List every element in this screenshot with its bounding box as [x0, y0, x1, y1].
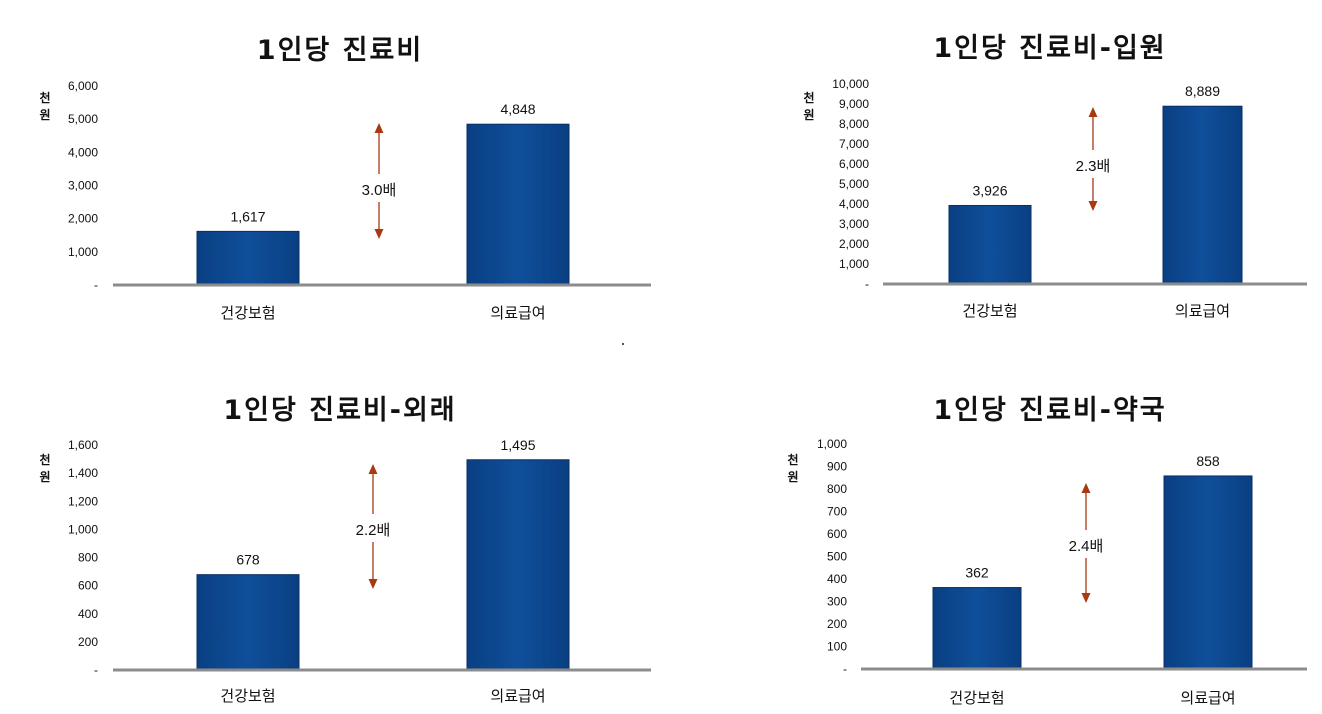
ratio-arrow-down-head — [1088, 201, 1098, 211]
y-tick-label: 6,000 — [68, 79, 98, 93]
y-tick-label: 100 — [827, 640, 847, 654]
y-tick-label: 8,000 — [839, 117, 869, 131]
ratio-label: 2.3배 — [1076, 158, 1111, 175]
y-tick-label: 800 — [78, 551, 98, 565]
category-label: 의료급여 — [490, 687, 545, 705]
bar-health-insurance — [196, 574, 300, 671]
y-tick-label: 10,000 — [832, 77, 869, 91]
data-label: 858 — [1196, 453, 1220, 469]
bar-medical-aid — [466, 459, 570, 671]
y-tick-label: 6,000 — [839, 157, 869, 171]
category-label: 의료급여 — [1175, 302, 1230, 320]
y-tick-label: 4,000 — [68, 145, 98, 159]
bar-medical-aid — [466, 123, 570, 286]
y-tick-label: 300 — [827, 595, 847, 609]
ratio-label: 2.2배 — [356, 522, 391, 539]
ratio-arrow-up-head — [1088, 107, 1098, 117]
y-tick-label: 900 — [827, 460, 847, 474]
ratio-arrow-up-head — [1081, 483, 1091, 493]
chart-4-title: 1인당 진료비-약국 — [933, 395, 1167, 426]
ratio-arrow-down-head — [368, 579, 378, 589]
y-tick-label: 200 — [78, 635, 98, 649]
y-tick-label: - — [843, 662, 847, 676]
y-tick-label: 600 — [827, 527, 847, 541]
y-tick-label: 1,000 — [839, 257, 869, 271]
ratio-label: 3.0배 — [362, 182, 397, 199]
y-tick-label: 5,000 — [839, 177, 869, 191]
ratio-arrow-down-head — [1081, 593, 1091, 603]
y-tick-label: 1,600 — [68, 438, 98, 452]
y-tick-label: 400 — [827, 572, 847, 586]
ratio-arrow-down-head — [374, 229, 384, 239]
category-label: 건강보험 — [962, 302, 1017, 320]
y-tick-label: 1,200 — [68, 494, 98, 508]
data-label: 678 — [236, 552, 260, 568]
category-label: 의료급여 — [1180, 689, 1235, 707]
stray-dot — [622, 343, 624, 345]
ratio-label: 2.4배 — [1069, 538, 1104, 555]
chart-1-title: 1인당 진료비 — [256, 35, 424, 66]
data-label: 8,889 — [1185, 83, 1220, 99]
y-tick-label: 700 — [827, 505, 847, 519]
y-tick-label: 9,000 — [839, 97, 869, 111]
category-label: 의료급여 — [490, 304, 545, 322]
y-tick-label: - — [865, 277, 869, 291]
y-tick-label: 500 — [827, 550, 847, 564]
y-tick-label: - — [94, 278, 98, 292]
data-label: 1,617 — [230, 208, 265, 224]
y-tick-label: 600 — [78, 579, 98, 593]
y-tick-label: 200 — [827, 617, 847, 631]
y-tick-label: 3,000 — [839, 217, 869, 231]
y-tick-label: 400 — [78, 607, 98, 621]
y-tick-label: 1,000 — [817, 437, 847, 451]
bar-medical-aid — [1163, 475, 1253, 670]
bar-health-insurance — [932, 587, 1022, 670]
y-tick-label: 1,000 — [68, 245, 98, 259]
y-tick-label: 1,400 — [68, 466, 98, 480]
data-label: 362 — [965, 565, 989, 581]
y-tick-label: 4,000 — [839, 197, 869, 211]
data-label: 4,848 — [500, 101, 535, 117]
bar-health-insurance — [196, 230, 300, 286]
y-tick-label: 3,000 — [68, 179, 98, 193]
bar-medical-aid — [1162, 105, 1243, 285]
ratio-arrow-up-head — [368, 464, 378, 474]
data-label: 1,495 — [500, 437, 535, 453]
y-tick-label: - — [94, 663, 98, 677]
y-tick-label: 1,000 — [68, 522, 98, 536]
bar-health-insurance — [948, 204, 1032, 285]
y-tick-label: 5,000 — [68, 112, 98, 126]
category-label: 건강보험 — [949, 689, 1004, 707]
ratio-arrow-up-head — [374, 123, 384, 133]
category-label: 건강보험 — [220, 304, 275, 322]
y-tick-label: 800 — [827, 482, 847, 496]
chart-2-title: 1인당 진료비-입원 — [933, 33, 1167, 64]
y-tick-label: 2,000 — [68, 212, 98, 226]
y-tick-label: 7,000 — [839, 137, 869, 151]
chart-3-title: 1인당 진료비-외래 — [223, 395, 457, 426]
category-label: 건강보험 — [220, 687, 275, 705]
data-label: 3,926 — [972, 182, 1007, 198]
y-tick-label: 2,000 — [839, 237, 869, 251]
